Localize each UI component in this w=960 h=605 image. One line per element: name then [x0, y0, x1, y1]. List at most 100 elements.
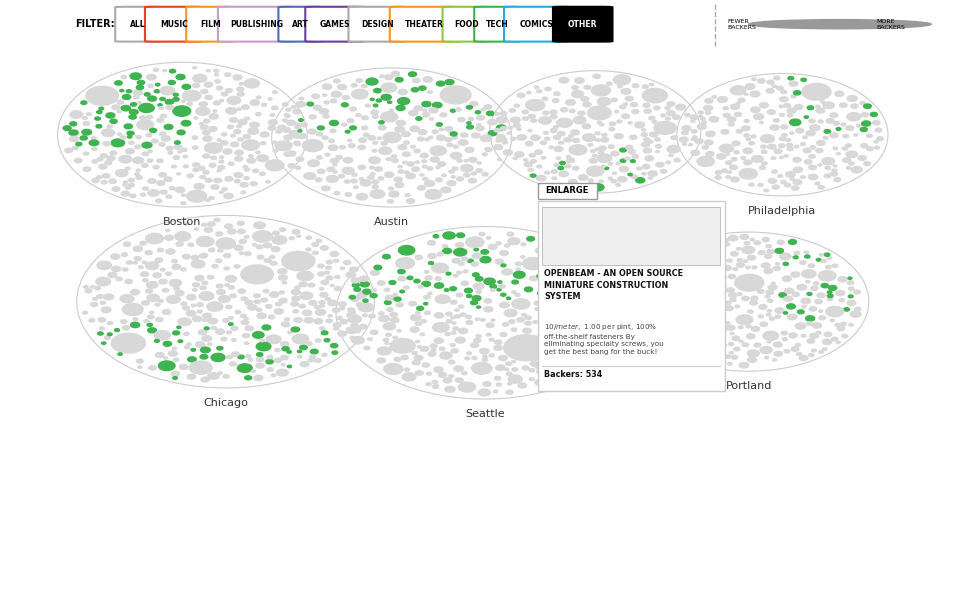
Circle shape [608, 177, 612, 180]
Circle shape [862, 121, 871, 126]
Circle shape [371, 110, 378, 114]
Circle shape [726, 306, 733, 310]
Circle shape [697, 124, 707, 129]
Circle shape [230, 294, 236, 298]
Circle shape [184, 223, 189, 225]
Circle shape [643, 148, 652, 153]
Circle shape [201, 377, 209, 382]
Circle shape [328, 315, 332, 317]
Circle shape [398, 145, 407, 149]
Circle shape [199, 292, 214, 300]
Circle shape [417, 306, 423, 310]
Circle shape [331, 91, 342, 97]
Circle shape [193, 168, 199, 172]
Circle shape [516, 262, 521, 266]
Circle shape [459, 328, 468, 333]
Circle shape [783, 103, 790, 108]
Circle shape [252, 370, 255, 372]
Circle shape [416, 117, 421, 120]
Circle shape [807, 339, 815, 343]
Circle shape [774, 76, 780, 80]
Circle shape [276, 141, 292, 151]
Circle shape [306, 248, 311, 251]
Circle shape [256, 245, 263, 249]
Circle shape [784, 155, 788, 157]
Circle shape [284, 318, 290, 321]
Circle shape [466, 315, 471, 319]
Circle shape [312, 243, 319, 246]
Circle shape [268, 126, 276, 130]
Circle shape [515, 293, 520, 296]
Circle shape [768, 145, 776, 149]
Circle shape [268, 98, 272, 100]
Circle shape [120, 295, 133, 302]
Circle shape [168, 151, 173, 154]
Circle shape [825, 174, 830, 178]
Circle shape [224, 253, 230, 258]
Circle shape [812, 322, 822, 328]
Circle shape [430, 344, 437, 348]
Circle shape [447, 181, 456, 186]
Circle shape [695, 350, 705, 355]
Circle shape [656, 145, 661, 148]
Circle shape [741, 157, 746, 159]
Circle shape [423, 302, 428, 305]
Circle shape [873, 120, 880, 125]
Circle shape [766, 290, 774, 295]
Circle shape [133, 246, 142, 252]
Circle shape [496, 242, 501, 245]
Circle shape [754, 241, 760, 244]
Circle shape [494, 340, 502, 344]
Circle shape [352, 283, 359, 287]
Circle shape [192, 136, 198, 139]
Circle shape [180, 201, 186, 204]
Circle shape [760, 135, 775, 143]
Circle shape [560, 322, 568, 327]
Circle shape [287, 151, 296, 156]
Circle shape [516, 318, 524, 322]
Circle shape [246, 355, 251, 358]
Circle shape [198, 330, 206, 335]
Circle shape [759, 166, 765, 169]
Circle shape [544, 263, 552, 267]
Circle shape [340, 307, 345, 310]
Circle shape [108, 333, 112, 336]
Circle shape [163, 357, 167, 359]
Circle shape [438, 252, 444, 256]
Circle shape [831, 337, 838, 341]
Circle shape [718, 338, 724, 341]
Circle shape [201, 347, 210, 353]
Circle shape [472, 273, 479, 276]
Circle shape [214, 178, 222, 183]
Circle shape [515, 104, 519, 107]
Circle shape [450, 344, 455, 347]
Circle shape [107, 125, 112, 128]
Circle shape [102, 129, 114, 137]
Circle shape [234, 156, 243, 161]
Circle shape [628, 173, 633, 175]
Circle shape [203, 171, 209, 174]
Circle shape [589, 159, 597, 163]
Circle shape [174, 145, 181, 149]
Circle shape [493, 390, 497, 393]
Circle shape [592, 294, 625, 313]
Circle shape [423, 77, 432, 82]
Circle shape [579, 270, 596, 280]
Circle shape [245, 168, 250, 171]
Circle shape [156, 303, 160, 306]
Circle shape [709, 332, 717, 336]
Circle shape [347, 327, 352, 331]
Circle shape [860, 128, 867, 131]
Circle shape [95, 117, 101, 120]
Circle shape [780, 105, 783, 108]
Circle shape [591, 183, 604, 191]
Circle shape [793, 180, 802, 185]
Circle shape [248, 128, 258, 134]
Circle shape [701, 117, 705, 120]
Circle shape [291, 302, 299, 306]
Circle shape [160, 190, 167, 194]
Circle shape [389, 109, 394, 111]
Circle shape [172, 264, 180, 269]
Circle shape [791, 95, 796, 98]
Circle shape [223, 149, 232, 154]
